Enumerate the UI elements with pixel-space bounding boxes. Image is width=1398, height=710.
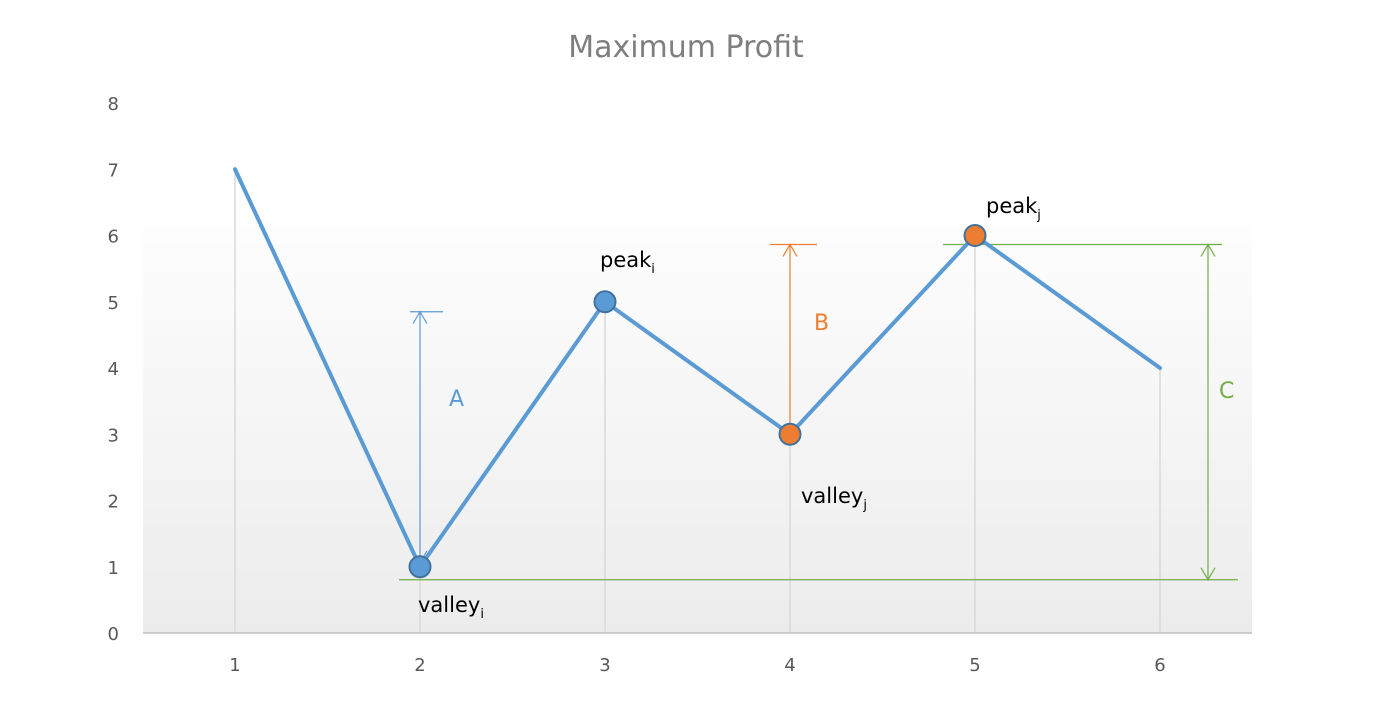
y-tick-label-0: 0 [108, 624, 119, 645]
y-tick-label-2: 2 [108, 492, 119, 513]
y-tick-label-4: 4 [108, 359, 119, 380]
annotation-c: C [1219, 379, 1234, 404]
annotation-a: A [449, 387, 464, 412]
y-tick-label-5: 5 [108, 293, 119, 314]
x-tick-label-5: 5 [969, 655, 980, 676]
y-axis-ticks: 0 1 2 3 4 5 6 7 8 [108, 94, 119, 645]
marker-x-4 [780, 424, 801, 445]
chart-title: Maximum Profit [568, 30, 804, 65]
marker-x-5 [965, 225, 986, 246]
y-tick-label-1: 1 [108, 558, 119, 579]
x-tick-label-1: 1 [229, 655, 240, 676]
x-axis-ticks: 1 2 3 4 5 6 [229, 655, 1165, 676]
x-tick-label-4: 4 [784, 655, 795, 676]
x-tick-label-6: 6 [1154, 655, 1165, 676]
y-tick-label-6: 6 [108, 227, 119, 248]
x-tick-label-2: 2 [414, 655, 425, 676]
y-tick-label-3: 3 [108, 425, 119, 446]
plot-area-background [143, 190, 1252, 633]
marker-x-2 [410, 556, 431, 577]
x-tick-label-3: 3 [599, 655, 610, 676]
y-tick-label-8: 8 [108, 94, 119, 115]
marker-x-3 [595, 291, 616, 312]
y-tick-label-7: 7 [108, 160, 119, 181]
annotation-b: B [814, 311, 829, 336]
